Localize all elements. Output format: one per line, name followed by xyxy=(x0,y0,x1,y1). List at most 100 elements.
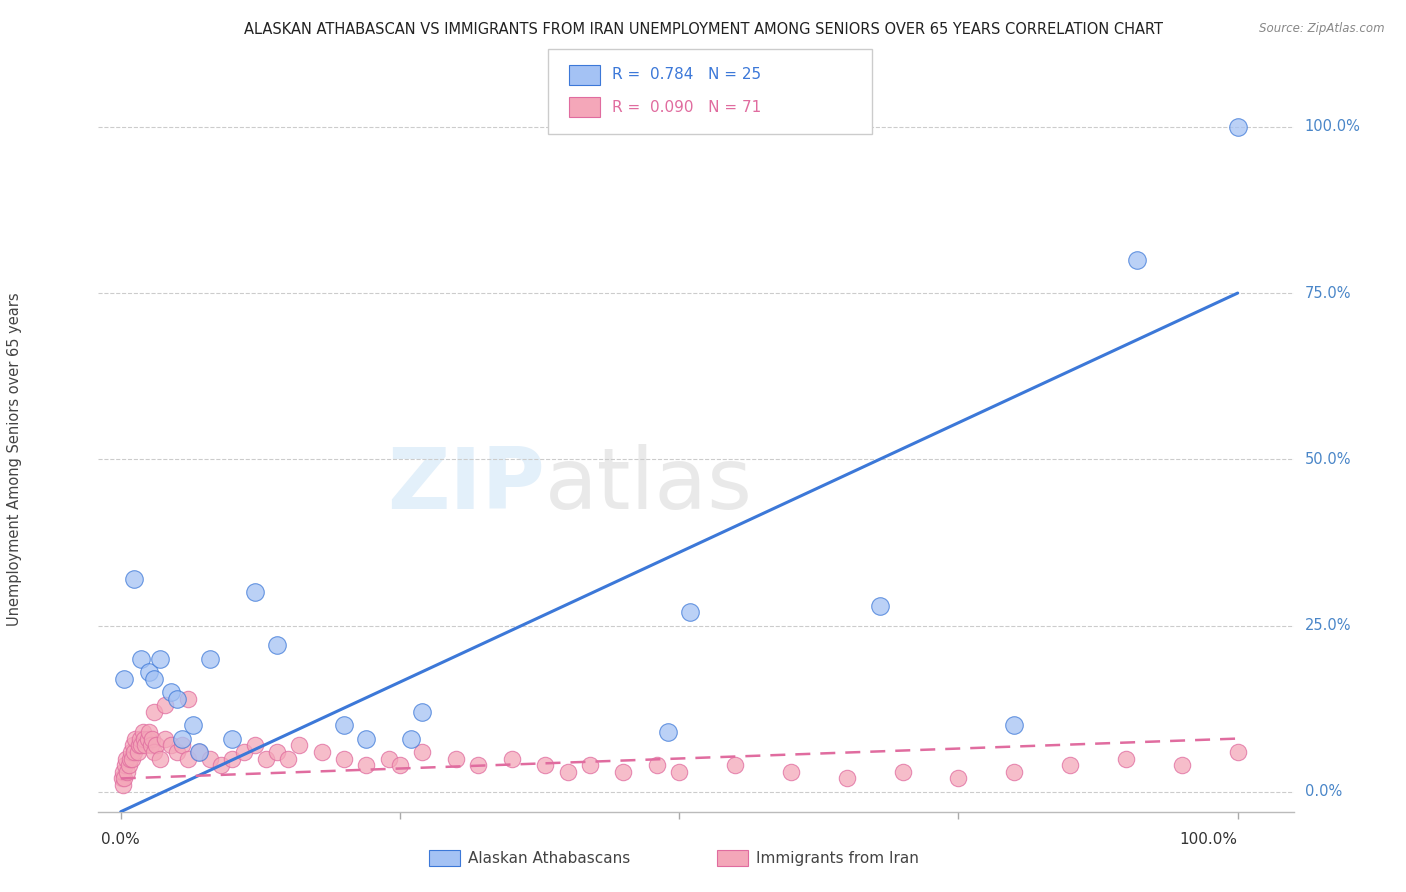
Point xyxy=(221,751,243,765)
Point xyxy=(288,738,311,752)
Point xyxy=(122,738,145,752)
Point xyxy=(138,725,160,739)
Point xyxy=(467,758,489,772)
Point xyxy=(129,652,152,666)
Text: ZIP: ZIP xyxy=(388,444,546,527)
Point xyxy=(444,751,467,765)
Point xyxy=(143,745,166,759)
Text: 75.0%: 75.0% xyxy=(1305,285,1351,301)
Point xyxy=(160,738,183,752)
Point xyxy=(172,731,194,746)
Text: 50.0%: 50.0% xyxy=(1305,452,1351,467)
Point xyxy=(1002,718,1025,732)
Point xyxy=(112,672,135,686)
Point xyxy=(612,764,634,779)
Point xyxy=(243,738,266,752)
Point xyxy=(266,745,288,759)
Point xyxy=(155,731,177,746)
Point xyxy=(115,751,138,765)
Point xyxy=(124,731,146,746)
Point xyxy=(356,731,378,746)
Point xyxy=(1226,120,1249,134)
Text: Immigrants from Iran: Immigrants from Iran xyxy=(756,851,920,865)
Point xyxy=(134,738,156,752)
Point xyxy=(177,751,200,765)
Text: 0.0%: 0.0% xyxy=(101,831,141,847)
Point xyxy=(132,725,155,739)
Point xyxy=(198,652,221,666)
Point xyxy=(378,751,401,765)
Point xyxy=(139,738,162,752)
Point xyxy=(277,751,299,765)
Point xyxy=(1002,764,1025,779)
Point xyxy=(149,751,172,765)
Point xyxy=(127,745,149,759)
Point xyxy=(835,772,858,786)
Text: 0.0%: 0.0% xyxy=(1305,784,1341,799)
Point xyxy=(243,585,266,599)
Point xyxy=(1115,751,1137,765)
Point xyxy=(891,764,914,779)
Point xyxy=(221,731,243,746)
Point xyxy=(232,745,254,759)
Point xyxy=(411,745,433,759)
Point xyxy=(121,751,143,765)
Point xyxy=(388,758,411,772)
Text: atlas: atlas xyxy=(546,444,754,527)
Point xyxy=(645,758,668,772)
Text: R =  0.784   N = 25: R = 0.784 N = 25 xyxy=(612,68,761,82)
Point xyxy=(111,778,134,792)
Point xyxy=(118,751,141,765)
Point xyxy=(724,758,747,772)
Point xyxy=(356,758,378,772)
Point xyxy=(128,738,150,752)
Point xyxy=(138,665,160,679)
Point xyxy=(187,745,209,759)
Point xyxy=(143,672,166,686)
Point xyxy=(122,745,145,759)
Text: Unemployment Among Seniors over 65 years: Unemployment Among Seniors over 65 years xyxy=(7,293,22,626)
Point xyxy=(1171,758,1194,772)
Point xyxy=(129,738,152,752)
Point xyxy=(1226,745,1249,759)
Point xyxy=(266,639,288,653)
Point xyxy=(134,731,156,746)
Point xyxy=(948,772,970,786)
Point xyxy=(117,758,139,772)
Point xyxy=(172,738,194,752)
Text: 25.0%: 25.0% xyxy=(1305,618,1351,633)
Text: ALASKAN ATHABASCAN VS IMMIGRANTS FROM IRAN UNEMPLOYMENT AMONG SENIORS OVER 65 YE: ALASKAN ATHABASCAN VS IMMIGRANTS FROM IR… xyxy=(243,22,1163,37)
Point xyxy=(1059,758,1081,772)
Point xyxy=(869,599,891,613)
Point xyxy=(333,751,356,765)
Point xyxy=(160,685,183,699)
Text: 100.0%: 100.0% xyxy=(1180,831,1237,847)
Point xyxy=(111,772,134,786)
Point xyxy=(177,691,200,706)
Point xyxy=(122,572,145,586)
Point xyxy=(657,725,679,739)
Point xyxy=(333,718,356,732)
Text: R =  0.090   N = 71: R = 0.090 N = 71 xyxy=(612,100,761,114)
Point xyxy=(679,605,702,619)
Point xyxy=(254,751,277,765)
Point xyxy=(311,745,333,759)
Point xyxy=(166,745,188,759)
Point xyxy=(183,718,205,732)
Point xyxy=(501,751,523,765)
Point xyxy=(141,731,163,746)
Text: Source: ZipAtlas.com: Source: ZipAtlas.com xyxy=(1260,22,1385,36)
Point xyxy=(557,764,579,779)
Point xyxy=(149,652,172,666)
Point xyxy=(120,745,142,759)
Point xyxy=(112,772,135,786)
Point xyxy=(209,758,232,772)
Point xyxy=(1126,252,1149,267)
Point xyxy=(198,751,221,765)
Text: Alaskan Athabascans: Alaskan Athabascans xyxy=(468,851,630,865)
Point xyxy=(155,698,177,713)
Point xyxy=(187,745,209,759)
Point xyxy=(128,731,150,746)
Point xyxy=(143,705,166,719)
Point xyxy=(668,764,690,779)
